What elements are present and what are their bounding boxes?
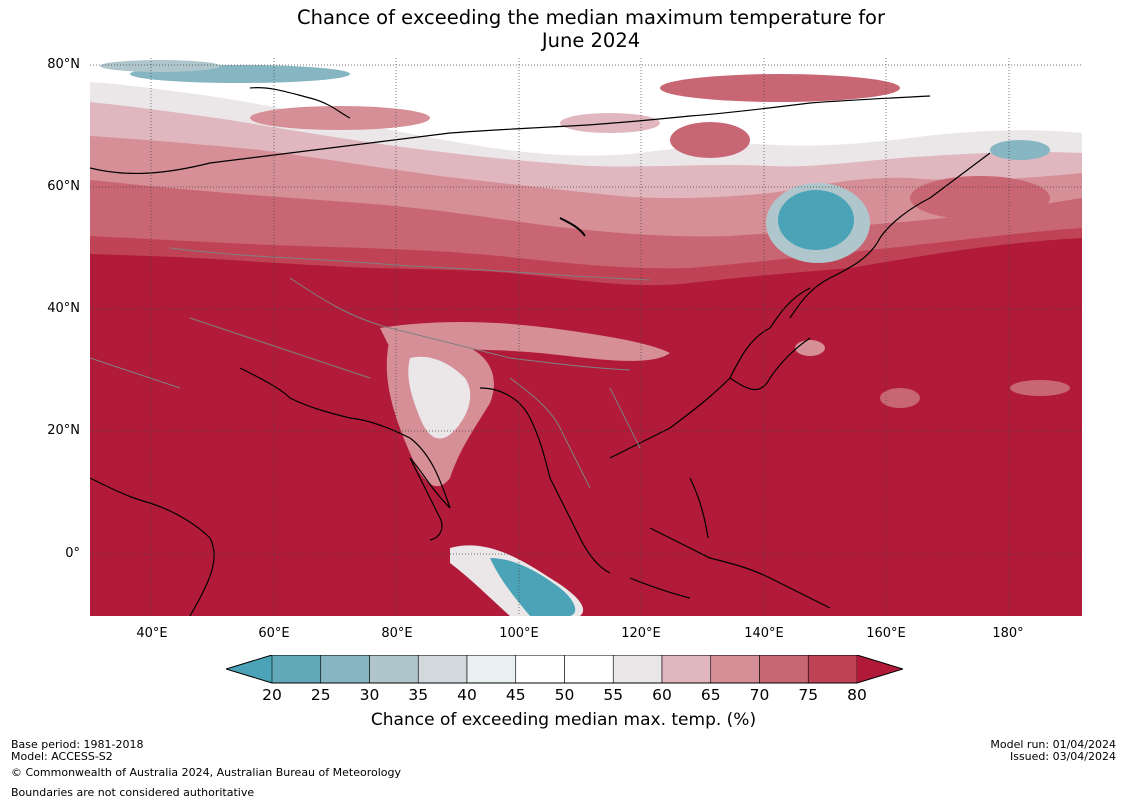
colorbar-cell-65-70 <box>710 655 760 684</box>
disclaimer-text: Boundaries are not considered authoritat… <box>11 786 255 799</box>
colorbar <box>226 655 903 684</box>
north-warm-patch-1 <box>660 74 900 102</box>
copyright-text: © Commonwealth of Australia 2024, Austra… <box>11 766 401 779</box>
colorbar-tick-30: 30 <box>359 686 380 704</box>
colorbar-tick-55: 55 <box>603 686 624 704</box>
colorbar-tick-45: 45 <box>505 686 526 704</box>
north-warm-patch-2 <box>250 106 430 130</box>
colorbar-cell-55-60 <box>612 655 663 684</box>
lat-label-20n: 20°N <box>47 423 80 438</box>
colorbar-tick-20: 20 <box>262 686 282 704</box>
colorbar-cell-30-35 <box>369 655 419 684</box>
pacific-patch-1 <box>880 388 920 408</box>
model-run-text: Model run: 01/04/2024 <box>990 738 1116 751</box>
india-band-55 <box>408 356 471 439</box>
map-canvas <box>90 58 1082 616</box>
lon-label-100e: 100°E <box>499 626 539 641</box>
colorbar-cell-35-40 <box>417 655 468 684</box>
lat-label-40n: 40°N <box>47 301 80 316</box>
gridlines <box>90 58 1082 616</box>
colorbar-extend-high <box>857 655 903 683</box>
lon-label-40e: 40°E <box>136 626 168 641</box>
pacific-patch-2 <box>795 340 825 356</box>
lon-label-140e: 140°E <box>744 626 784 641</box>
kamchatka-cool <box>990 140 1050 160</box>
colorbar-cell-50-55 <box>564 655 614 684</box>
scandinavia-cool <box>100 60 220 72</box>
colorbar-tick-75: 75 <box>798 686 819 704</box>
tibet-band-65 <box>380 322 670 361</box>
coastlines <box>90 87 991 616</box>
colorbar-tick-80: 80 <box>847 686 867 704</box>
lat-label-80n: 80°N <box>47 57 80 72</box>
okhotsk-cool-inner <box>778 190 854 250</box>
colorbar-cell-40-45 <box>466 655 517 684</box>
colorbar-tick-25: 25 <box>310 686 331 704</box>
colorbar-tick-70: 70 <box>749 686 770 704</box>
lat-label-60n: 60°N <box>47 179 80 194</box>
colorbar-cell-45-50 <box>515 655 565 684</box>
colorbar-label: Chance of exceeding median max. temp. (%… <box>370 710 757 730</box>
colorbar-tick-35: 35 <box>408 686 429 704</box>
lon-label-60e: 60°E <box>258 626 290 641</box>
lon-label-120e: 120°E <box>621 626 661 641</box>
sumatra-cool-inner <box>490 558 576 616</box>
colorbar-tick-40: 40 <box>457 686 477 704</box>
colorbar-tick-60: 60 <box>652 686 672 704</box>
base-period-text: Base period: 1981-2018 <box>11 738 144 751</box>
colorbar-cell-20-25 <box>271 655 322 684</box>
lat-label-0: 0° <box>65 546 80 561</box>
colorbar-extend-low <box>226 655 272 683</box>
north-warm-patch-3 <box>670 122 750 158</box>
title-line-1: Chance of exceeding the median maximum t… <box>296 6 886 29</box>
pacific-patch-3 <box>1010 380 1070 396</box>
lon-label-80e: 80°E <box>381 626 413 641</box>
borders <box>90 247 651 489</box>
title-line-2: June 2024 <box>541 29 641 52</box>
colorbar-cell-75-80 <box>807 655 858 684</box>
issued-text: Issued: 03/04/2024 <box>1009 750 1116 763</box>
colorbar-tick-65: 65 <box>700 686 721 704</box>
colorbar-frame <box>226 655 903 684</box>
colorbar-cell-60-65 <box>661 655 712 684</box>
chart-title: Chance of exceeding the median maximum t… <box>0 6 1127 52</box>
lon-label-180: 180° <box>992 626 1024 641</box>
colorbar-cell-70-75 <box>759 655 809 684</box>
colorbar-cell-25-30 <box>320 655 370 684</box>
lon-label-160e: 160°E <box>866 626 906 641</box>
model-text: Model: ACCESS-S2 <box>11 750 113 763</box>
colorbar-tick-50: 50 <box>554 686 575 704</box>
forecast-map <box>90 58 1082 616</box>
